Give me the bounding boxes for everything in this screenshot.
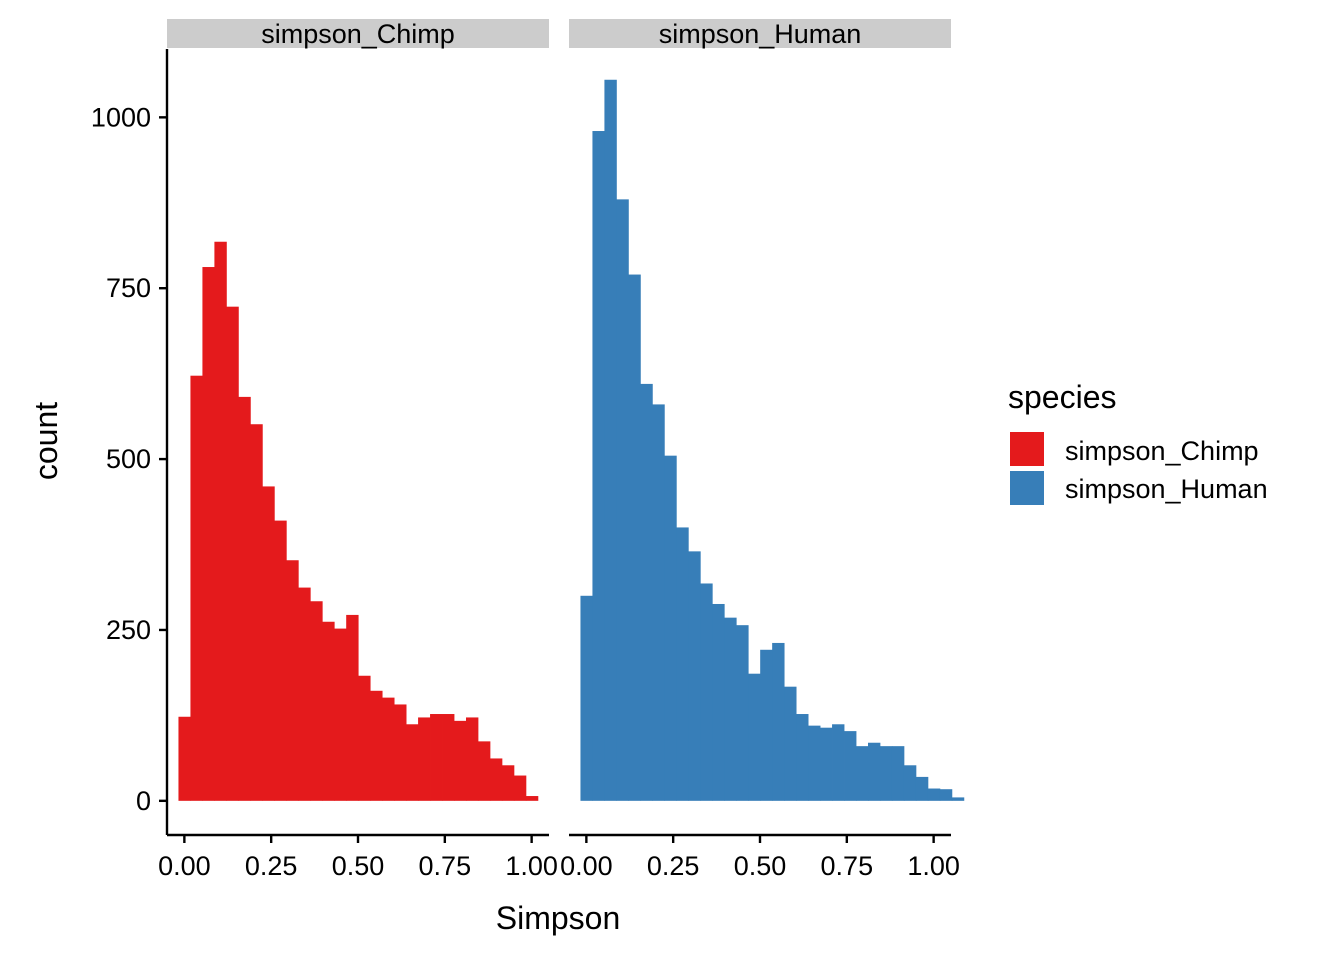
histogram-bar (712, 603, 725, 801)
histogram-bar (844, 731, 857, 801)
histogram-bar (796, 714, 809, 801)
histogram-bar (310, 601, 323, 801)
histogram-bar (370, 690, 383, 801)
histogram-bar (676, 527, 689, 801)
histogram-bar (250, 424, 263, 801)
histogram-bar (616, 199, 629, 801)
histogram-bar (346, 614, 359, 801)
legend-label-chimp: simpson_Chimp (1065, 436, 1259, 466)
histogram-bar (760, 649, 773, 801)
histogram-bar (418, 717, 431, 801)
facet-panel-human: simpson_Human 0.00 0.25 0.50 0.75 1.00 (560, 19, 965, 881)
x-axis-title: Simpson (496, 900, 621, 936)
histogram-bar (190, 375, 203, 801)
y-tick-label: 500 (106, 444, 151, 474)
histogram-bar (748, 673, 761, 801)
x-tick-label: 0.00 (158, 851, 211, 881)
histogram-bar (262, 486, 275, 801)
histogram-bar (178, 716, 191, 801)
histogram-bar (525, 796, 539, 801)
x-tick-label: 0.50 (734, 851, 787, 881)
histogram-bar (640, 383, 653, 801)
histogram-bar (868, 742, 881, 801)
histogram-bar (891, 746, 905, 801)
histogram-bar (951, 797, 965, 801)
histogram-bar (592, 131, 605, 801)
histogram-bar (927, 788, 941, 801)
y-axis: 0 250 500 750 1000 (91, 49, 169, 835)
histogram-bar (298, 587, 311, 801)
histogram-bar (513, 775, 527, 801)
strip-label-human: simpson_Human (659, 19, 862, 49)
histogram-bar (903, 765, 917, 801)
x-tick-label: 0.75 (419, 851, 472, 881)
histogram-bar (856, 746, 869, 801)
x-tick-label: 0.75 (821, 851, 874, 881)
histogram-bar (700, 583, 713, 801)
x-axis-chimp: 0.00 0.25 0.50 0.75 1.00 (158, 833, 558, 881)
histogram-bar (688, 551, 701, 801)
x-tick-label: 0.50 (332, 851, 385, 881)
histogram-bar (454, 720, 467, 801)
histogram-bar (214, 241, 227, 801)
histogram-bar (724, 617, 737, 801)
histogram-bar (202, 267, 215, 801)
histogram-bar (652, 404, 665, 801)
histogram-bar (604, 79, 617, 801)
x-tick-label: 0.00 (560, 851, 613, 881)
histogram-bar (430, 714, 443, 801)
histogram-bar (808, 725, 821, 801)
y-tick-label: 750 (106, 273, 151, 303)
x-axis-human: 0.00 0.25 0.50 0.75 1.00 (560, 833, 960, 881)
x-tick-label: 0.25 (245, 851, 298, 881)
histogram-bar (820, 727, 833, 801)
histogram-bar (939, 789, 953, 801)
histogram-bar (274, 520, 287, 801)
histogram-bar (580, 595, 593, 801)
histogram-bar (664, 455, 677, 801)
histogram-bar (736, 625, 749, 801)
histogram-bar (382, 697, 395, 801)
histogram-bar (489, 758, 503, 801)
strip-background-human (569, 19, 951, 48)
legend-key-chimp (1010, 432, 1044, 466)
x-tick-label: 0.25 (647, 851, 700, 881)
histogram-bars-chimp (178, 241, 539, 801)
histogram-bar (334, 628, 347, 801)
legend-label-human: simpson_Human (1065, 474, 1268, 504)
y-tick-label: 0 (136, 786, 151, 816)
x-tick-label: 1.00 (505, 851, 558, 881)
histogram-bar (466, 717, 479, 801)
histogram-bar (784, 686, 797, 801)
y-tick-label: 250 (106, 615, 151, 645)
histogram-bar (238, 396, 251, 801)
legend-title: species (1008, 379, 1117, 415)
histogram-bar (406, 724, 419, 801)
legend: species simpson_Chimp simpson_Human (1008, 379, 1268, 505)
histogram-bar (226, 306, 239, 801)
y-axis-title: count (28, 402, 64, 480)
histogram-bar (832, 724, 845, 801)
histogram-bar (915, 776, 929, 801)
histogram-bar (501, 765, 515, 801)
histogram-bar (358, 675, 371, 801)
histogram-bar (628, 274, 641, 801)
strip-label-chimp: simpson_Chimp (261, 19, 455, 49)
histogram-bar (879, 746, 893, 801)
histogram-bar (442, 714, 455, 801)
legend-key-human (1010, 471, 1044, 505)
x-tick-label: 1.00 (907, 851, 960, 881)
histogram-bar (477, 741, 491, 801)
histogram-bar (286, 560, 299, 801)
y-tick-label: 1000 (91, 102, 151, 132)
histogram-bar (322, 621, 335, 801)
histogram-bars-human (580, 79, 965, 801)
strip-background-chimp (167, 19, 549, 48)
histogram-bar (394, 704, 407, 801)
facet-panel-chimp: simpson_Chimp 0.00 0.25 0.50 0.75 1.00 (158, 19, 558, 881)
histogram-bar (772, 642, 785, 801)
